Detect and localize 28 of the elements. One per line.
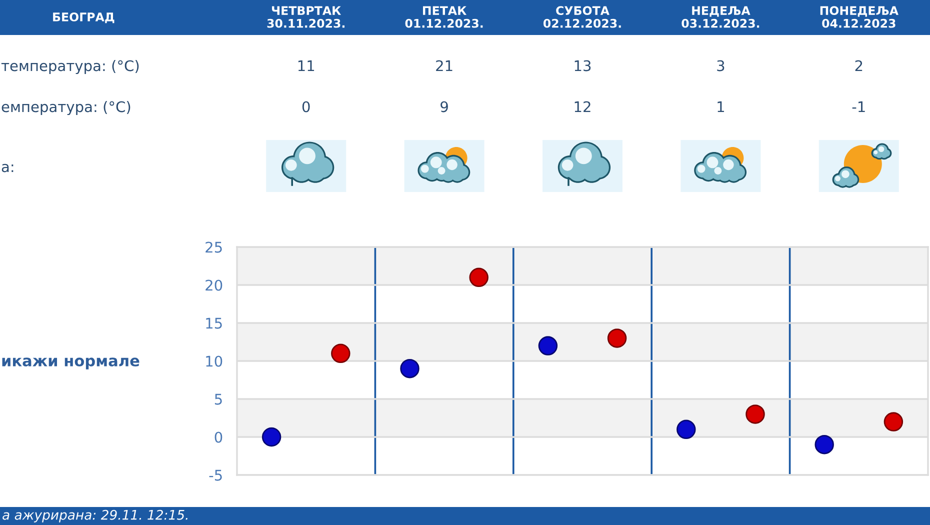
- data-label: 0: [302, 101, 310, 112]
- data-label: 2: [855, 60, 862, 72]
- data-label: -1: [852, 101, 865, 112]
- y-tick-label: 15: [206, 318, 222, 329]
- data-label: 21: [436, 60, 452, 72]
- text: емпература: (°C): [2, 100, 130, 116]
- text: СУБОТА 02.12.2023.: [543, 6, 621, 28]
- y-tick-label: 25: [206, 242, 222, 253]
- data-label: 13: [574, 60, 591, 72]
- y-tick-label: -5: [209, 470, 222, 481]
- text: ПОНЕДЕЉА 04.12.2023: [820, 6, 898, 28]
- text: ЧЕТВРТАК 30.11.2023.: [267, 6, 344, 28]
- text: НЕДЕЉА 03.12.2023.: [682, 6, 760, 28]
- text: температура: (°C): [1, 60, 139, 74]
- data-label: 3: [717, 60, 724, 72]
- y-tick-label: 20: [206, 280, 222, 291]
- data-label: 12: [574, 101, 590, 112]
- text: ПЕТАК 01.12.2023.: [405, 6, 483, 28]
- text: а ажурирана: 29.11. 12:15.: [2, 510, 188, 522]
- text: икажи нормале: [2, 358, 140, 370]
- data-label: 11: [298, 60, 314, 72]
- y-tick-label: 0: [214, 432, 222, 443]
- y-tick-label: 10: [206, 356, 222, 367]
- y-tick-label: 5: [214, 394, 222, 405]
- text: а:: [2, 164, 14, 172]
- data-label: 9: [440, 101, 448, 112]
- text: БЕОГРАД: [53, 12, 114, 24]
- data-label: 1: [718, 101, 724, 112]
